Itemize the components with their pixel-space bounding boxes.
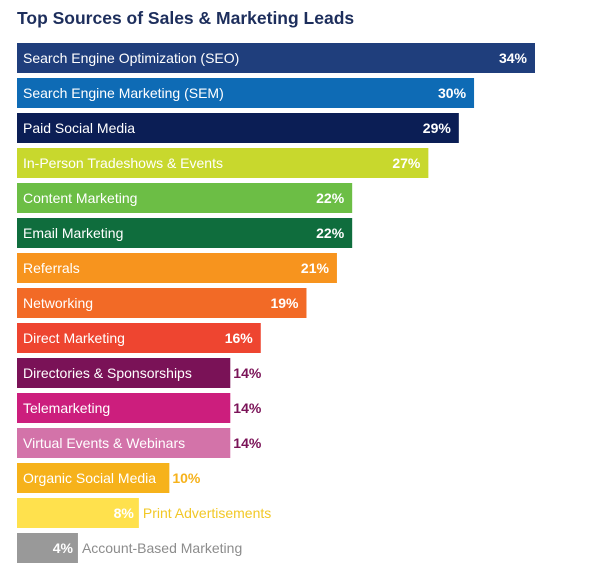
chart-title: Top Sources of Sales & Marketing Leads (17, 8, 355, 28)
bar-virtual-events-webinars (17, 428, 231, 458)
value-label-direct-marketing: 16% (225, 330, 254, 346)
bar-print-advertisements (17, 498, 139, 528)
value-label-account-based-marketing: 4% (53, 540, 74, 556)
category-label-account-based-marketing: Account-Based Marketing (82, 540, 242, 556)
category-label-telemarketing: Telemarketing (23, 400, 110, 416)
category-label-paid-social-media: Paid Social Media (23, 120, 135, 136)
value-label-search-engine-optimization-seo: 34% (499, 50, 528, 66)
bar-telemarketing (17, 393, 231, 423)
category-label-content-marketing: Content Marketing (23, 190, 137, 206)
bar-networking (17, 288, 307, 318)
category-label-email-marketing: Email Marketing (23, 225, 123, 241)
category-label-direct-marketing: Direct Marketing (23, 330, 125, 346)
value-label-search-engine-marketing-sem: 30% (438, 85, 467, 101)
category-label-organic-social-media: Organic Social Media (23, 470, 156, 486)
bar-paid-social-media (17, 113, 459, 143)
category-label-directories-sponsorships: Directories & Sponsorships (23, 365, 192, 381)
bar-search-engine-marketing-sem (17, 78, 475, 108)
bar-referrals (17, 253, 337, 283)
value-label-directories-sponsorships: 14% (233, 365, 262, 381)
value-label-telemarketing: 14% (233, 400, 262, 416)
category-label-print-advertisements: Print Advertisements (143, 505, 271, 521)
value-label-paid-social-media: 29% (423, 120, 452, 136)
value-label-virtual-events-webinars: 14% (233, 435, 262, 451)
value-label-content-marketing: 22% (316, 190, 345, 206)
category-label-networking: Networking (23, 295, 93, 311)
value-label-print-advertisements: 8% (114, 505, 135, 521)
value-label-organic-social-media: 10% (172, 470, 201, 486)
value-label-networking: 19% (270, 295, 299, 311)
bar-email-marketing (17, 218, 353, 248)
value-label-email-marketing: 22% (316, 225, 345, 241)
bar-account-based-marketing (17, 533, 78, 563)
category-label-search-engine-marketing-sem: Search Engine Marketing (SEM) (23, 85, 224, 101)
bar-content-marketing (17, 183, 353, 213)
bar-organic-social-media (17, 463, 170, 493)
category-label-search-engine-optimization-seo: Search Engine Optimization (SEO) (23, 50, 239, 66)
bar-direct-marketing (17, 323, 261, 353)
bar-directories-sponsorships (17, 358, 231, 388)
bar-search-engine-optimization-seo (17, 43, 535, 73)
category-label-in-person-tradeshows-events: In-Person Tradeshows & Events (23, 155, 223, 171)
category-label-virtual-events-webinars: Virtual Events & Webinars (23, 435, 185, 451)
bar-in-person-tradeshows-events (17, 148, 429, 178)
value-label-in-person-tradeshows-events: 27% (392, 155, 421, 171)
value-label-referrals: 21% (301, 260, 330, 276)
category-label-referrals: Referrals (23, 260, 80, 276)
